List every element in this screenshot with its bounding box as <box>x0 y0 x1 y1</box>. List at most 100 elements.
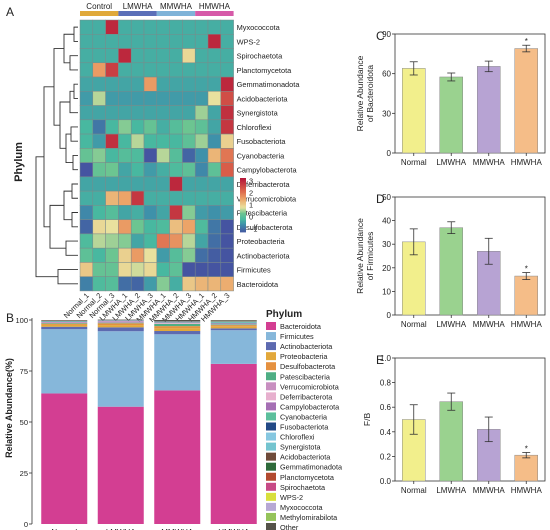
heatmap-cell <box>143 34 158 49</box>
heatmap-cell <box>118 190 132 206</box>
heatmap-cell <box>92 91 106 106</box>
heatmap-cell <box>79 205 94 220</box>
heatmap-cell <box>156 190 170 206</box>
heatmap-cell <box>182 119 196 135</box>
heatmap-cell <box>105 119 119 135</box>
panel-e-plot-area: 0.0 0.2 0.4 0.6 0.8 1.0 F/B Normal LMWHA MMWHA * HM… <box>362 354 546 495</box>
row-label: Fusobacteriota <box>237 137 287 146</box>
heatmap-cell <box>156 91 170 106</box>
heatmap-cell <box>92 162 106 178</box>
y-axis-title: Relative Abundance <box>355 218 365 294</box>
heatmap-cell <box>143 162 158 178</box>
stacked-segment <box>154 328 201 332</box>
heatmap-cell <box>207 176 222 192</box>
heatmap-cell <box>182 247 196 263</box>
heatmap-cell <box>182 219 196 235</box>
legend-swatch <box>266 492 276 501</box>
stacked-segment <box>41 321 88 322</box>
heatmap-cell <box>105 247 119 263</box>
color-scale-step <box>240 210 246 213</box>
heatmap-cell <box>182 133 196 149</box>
heatmap-cell <box>118 276 132 292</box>
row-label: Desulfobacterota <box>237 223 294 232</box>
heatmap-cell <box>156 119 170 135</box>
legend-label: Synergistota <box>280 443 322 452</box>
heatmap-cell <box>92 176 106 192</box>
dendrogram-branch <box>69 55 78 71</box>
dendrogram-branch <box>53 48 64 126</box>
heatmap-cell <box>105 162 119 178</box>
group-label: Control <box>86 2 112 11</box>
y-tick-label: 60 <box>382 70 391 79</box>
stacked-segment <box>97 321 144 323</box>
heatmap-cell <box>79 233 94 249</box>
heatmap-cell <box>194 148 209 163</box>
stacked-segment <box>210 326 257 329</box>
plot-frame <box>394 33 546 154</box>
heatmap-cell <box>92 148 106 163</box>
stacked-segment <box>210 328 257 331</box>
group-label: LMWHA <box>123 2 153 11</box>
heatmap-cell <box>118 176 132 192</box>
heatmap-cell <box>130 276 145 292</box>
y-tick-label: 0.6 <box>380 403 392 412</box>
dendrogram-branch <box>65 240 78 256</box>
heatmap-cell <box>169 176 183 192</box>
heatmap-cell <box>130 205 145 220</box>
heatmap-cell <box>130 48 145 64</box>
heatmap-cell <box>182 262 196 277</box>
color-scale-step <box>240 211 246 214</box>
heatmap-cell <box>92 105 106 121</box>
heatmap-cell <box>130 62 145 78</box>
legend-swatch <box>266 372 276 381</box>
heatmap-cell <box>105 190 119 206</box>
heatmap-cell <box>194 262 209 277</box>
bar <box>439 76 463 154</box>
group-bar <box>118 11 157 16</box>
heatmap-cell <box>92 19 106 35</box>
color-scale-step <box>240 182 246 184</box>
legend-swatch <box>266 352 276 361</box>
heatmap-cell <box>194 76 209 92</box>
legend-label: Chloroflexi <box>280 433 315 442</box>
y-tick-label: 1.0 <box>380 354 392 363</box>
heatmap-cell <box>130 133 145 149</box>
heatmap-cell <box>143 276 158 292</box>
heatmap-cell <box>169 119 183 135</box>
legend-swatch <box>266 472 276 481</box>
legend-swatch <box>266 342 276 351</box>
legend-label: Desulfobacterota <box>280 362 336 371</box>
dendrogram-branch <box>63 33 74 64</box>
heatmap-cell <box>105 205 119 220</box>
row-label: Bacteroidota <box>237 280 279 289</box>
color-scale-step <box>240 214 246 217</box>
panel-letter-b: B <box>6 311 14 325</box>
row-label: Spirochaetota <box>237 52 283 61</box>
legend-label: Planctomycetota <box>280 473 335 482</box>
heatmap-cell <box>118 105 132 121</box>
stacked-segment <box>41 326 88 330</box>
significance-mark: * <box>525 444 528 453</box>
x-tick-label: Normal <box>51 528 77 530</box>
heatmap-cell <box>118 91 132 106</box>
row-label: WPS-2 <box>237 37 260 46</box>
heatmap-cell <box>92 247 106 263</box>
heatmap-cell <box>156 219 170 235</box>
row-label: Myxococcota <box>237 23 281 32</box>
heatmap-cell <box>79 62 94 78</box>
color-scale-tick: 3 <box>249 176 253 185</box>
heatmap-cell <box>194 219 209 235</box>
heatmap-cell <box>220 233 234 249</box>
panel-b-stacked-bars: B Relative Abundance(%) 0 25 50 75 100 Normal… <box>4 309 343 530</box>
heatmap-cell <box>130 190 145 206</box>
heatmap-cell <box>143 76 158 92</box>
stacked-segment <box>210 330 257 364</box>
color-scale-step <box>240 195 246 198</box>
heatmap-cell <box>143 119 158 135</box>
heatmap-cell <box>156 19 170 35</box>
heatmap-cell <box>79 190 94 206</box>
stacked-segment <box>210 324 257 326</box>
stacked-segment <box>41 393 88 524</box>
heatmap-cells <box>79 19 234 292</box>
stacked-segment <box>154 390 201 524</box>
